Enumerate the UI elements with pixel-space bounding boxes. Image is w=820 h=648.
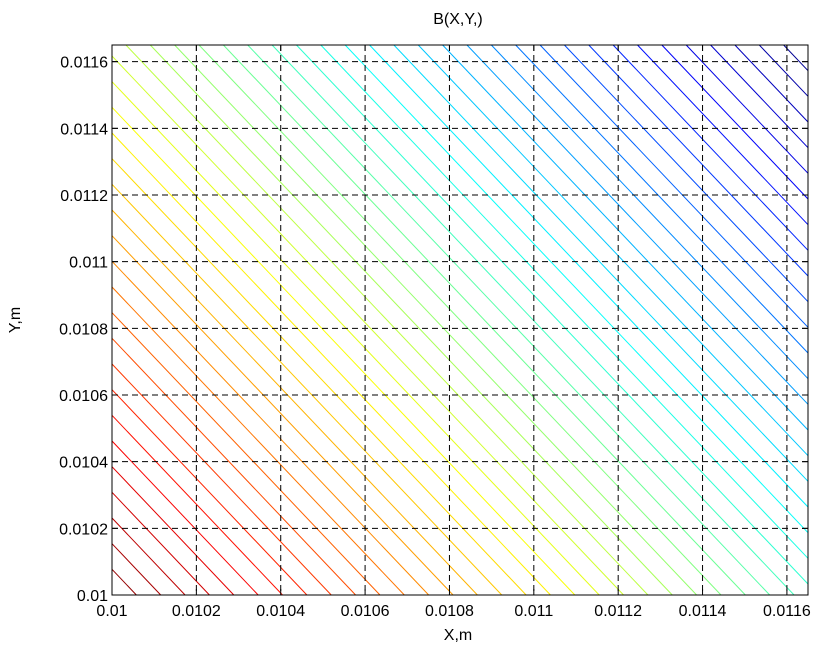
chart-title: B(X,Y,) bbox=[433, 11, 483, 28]
contour-line bbox=[174, 44, 698, 596]
y-tick-label: 0.01 bbox=[77, 588, 108, 605]
contour-line bbox=[111, 235, 454, 596]
x-tick-label: 0.0114 bbox=[679, 603, 727, 620]
x-tick-label: 0.0116 bbox=[763, 603, 811, 620]
contour-line bbox=[369, 44, 809, 508]
contour-line bbox=[661, 44, 809, 200]
contour-line bbox=[320, 44, 809, 559]
x-axis-label: X,m bbox=[444, 627, 472, 644]
plot-area-frame bbox=[111, 44, 809, 596]
x-tick-label: 0.0108 bbox=[425, 603, 474, 620]
contour-line bbox=[111, 568, 137, 596]
y-tick-label: 0.011 bbox=[69, 255, 108, 272]
x-tick-label: 0.0112 bbox=[594, 603, 642, 620]
contour-line bbox=[734, 44, 809, 123]
contour-line bbox=[198, 44, 722, 596]
contour-line bbox=[222, 44, 746, 596]
x-tick-label: 0.0102 bbox=[172, 603, 221, 620]
contour-line bbox=[111, 183, 503, 596]
contour-line bbox=[149, 44, 673, 596]
contour-line bbox=[111, 491, 210, 596]
x-tick-label: 0.0104 bbox=[256, 603, 305, 620]
y-tick-label: 0.0114 bbox=[60, 121, 108, 138]
contour-line bbox=[637, 44, 809, 226]
contour-line bbox=[344, 44, 809, 534]
contour-line bbox=[111, 337, 356, 596]
contour-line bbox=[490, 44, 809, 380]
contour-line bbox=[111, 363, 332, 596]
contour-line bbox=[125, 44, 649, 596]
contour-line bbox=[515, 44, 809, 354]
contour-line bbox=[111, 389, 308, 596]
contour-line bbox=[539, 44, 809, 328]
contour-line bbox=[271, 44, 795, 596]
y-tick-label: 0.0104 bbox=[59, 455, 108, 472]
contour-line bbox=[111, 517, 186, 596]
y-axis-tick-labels: 0.01 0.0102 0.0104 0.0106 0.0108 0.011 0.0112 0… bbox=[59, 55, 108, 605]
contour-line bbox=[111, 55, 624, 596]
contour-line bbox=[111, 286, 405, 596]
contour-line bbox=[111, 158, 527, 596]
contour-line bbox=[296, 44, 809, 585]
x-tick-label: 0.011 bbox=[514, 603, 553, 620]
y-tick-label: 0.0116 bbox=[60, 55, 108, 72]
contour-line bbox=[111, 209, 478, 596]
y-tick-label: 0.0108 bbox=[59, 321, 108, 338]
contour-line bbox=[442, 44, 809, 431]
contour-line bbox=[111, 81, 600, 596]
y-axis-label: Y,m bbox=[7, 307, 24, 333]
contour-line bbox=[111, 466, 235, 596]
contour-lines bbox=[111, 44, 809, 596]
contour-line bbox=[111, 414, 283, 596]
grid-lines bbox=[112, 45, 808, 595]
contour-line bbox=[466, 44, 809, 405]
y-tick-label: 0.0102 bbox=[59, 521, 108, 538]
contour-line bbox=[111, 132, 551, 596]
contour-line bbox=[783, 44, 809, 72]
y-tick-label: 0.0112 bbox=[60, 188, 108, 205]
y-tick-label: 0.0106 bbox=[59, 388, 108, 405]
contour-line bbox=[710, 44, 809, 149]
contour-line bbox=[417, 44, 809, 457]
contour-line bbox=[393, 44, 809, 482]
contour-line bbox=[612, 44, 809, 251]
contour-line bbox=[111, 106, 576, 596]
contour-line bbox=[685, 44, 809, 174]
contour-line bbox=[111, 260, 430, 596]
contour-line bbox=[564, 44, 809, 303]
contour-line bbox=[111, 440, 259, 596]
x-axis-tick-labels: 0.01 0.0102 0.0104 0.0106 0.0108 0.011 0.0112 0… bbox=[96, 603, 810, 620]
contour-line bbox=[588, 44, 809, 277]
x-tick-label: 0.01 bbox=[96, 603, 127, 620]
contour-line bbox=[758, 44, 809, 97]
contour-line bbox=[111, 543, 162, 596]
contour-line bbox=[111, 312, 381, 596]
x-tick-label: 0.0106 bbox=[341, 603, 390, 620]
contour-line bbox=[247, 44, 771, 596]
